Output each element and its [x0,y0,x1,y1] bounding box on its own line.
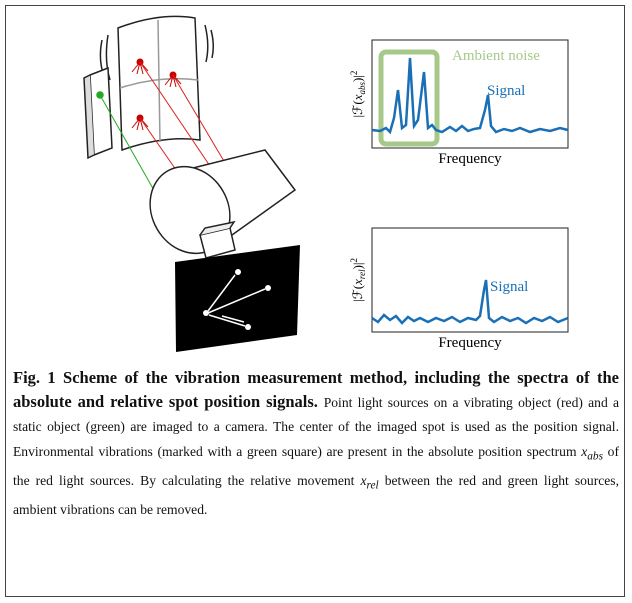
x-axis-label: Frequency [438,335,502,351]
vibrating-object [99,15,215,152]
noise-label: Ambient noise [452,48,540,64]
figure-frame [5,5,625,597]
x-axis-label: Frequency [438,151,502,167]
y-axis-label: |ℱ(xabs)|2 [349,71,367,118]
illustration: Ambient noise Signal Frequency |ℱ(xabs)|… [83,15,569,352]
sensor [175,245,300,352]
text: between the red and green light sources,… [13,472,619,517]
y-axis-label: |ℱ(xrel)|2 [349,258,367,302]
camera [149,149,297,259]
top-spectrum [371,57,569,135]
static-object [83,66,113,160]
symbol: x [360,472,367,488]
noise-box [378,49,440,147]
bottom-spectrum [371,279,569,325]
caption-text: Point light sources on a vibrating objec… [13,395,619,517]
caption: Fig. 1 Scheme of the vibration measureme… [13,366,619,522]
caption-title: Scheme of the vibration measurement meth… [13,368,620,411]
text: Point light sources on a vibrating objec… [13,395,619,459]
subscript: rel [366,479,379,492]
signal-label: Signal [487,83,525,99]
subscript: abs [587,450,603,463]
bottom-plot-frame [371,227,569,333]
symbol: x [581,443,588,459]
signal-label: Signal [490,279,528,295]
figure-label: Fig. 1 [13,368,56,387]
text: of the red light sources. By calculating… [13,443,619,488]
top-plot-frame [371,39,569,149]
